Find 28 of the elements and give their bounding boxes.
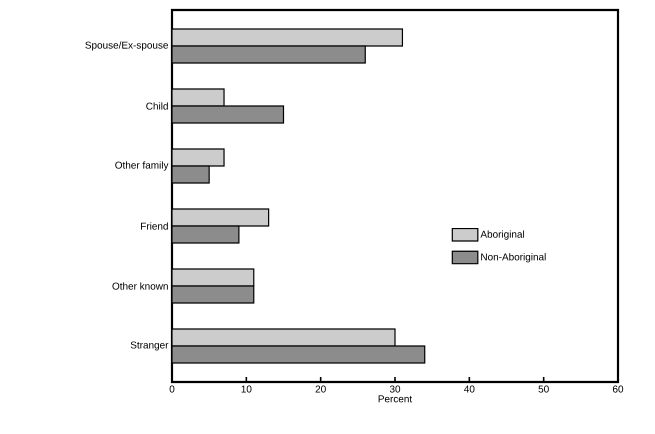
bar bbox=[172, 208, 270, 227]
y-tick-label: Child bbox=[146, 102, 168, 110]
bar bbox=[172, 45, 366, 64]
x-tick-label: 0 bbox=[170, 386, 174, 393]
bar bbox=[172, 28, 404, 47]
x-tick-label: 20 bbox=[316, 386, 326, 393]
bar bbox=[172, 268, 254, 287]
bar bbox=[172, 148, 225, 167]
y-tick-label: Other family bbox=[115, 161, 168, 171]
x-tick-label: 40 bbox=[464, 386, 474, 393]
y-tick-label: Spouse/Ex-spouse bbox=[85, 41, 168, 51]
legend-label: Non-Aboriginal bbox=[481, 253, 546, 262]
x-tick-label: 60 bbox=[612, 386, 624, 393]
bar bbox=[172, 165, 210, 184]
x-tick-label: 50 bbox=[538, 386, 549, 393]
y-tick-label: Other known bbox=[112, 282, 168, 290]
x-tick-label: 10 bbox=[242, 386, 252, 393]
y-tick-label: Stranger bbox=[130, 341, 168, 351]
y-tick-label: Friend bbox=[141, 222, 168, 230]
bar bbox=[172, 88, 225, 107]
bar bbox=[172, 225, 240, 244]
legend-label: Aboriginal bbox=[480, 230, 524, 240]
x-tick-label: 30 bbox=[390, 386, 400, 393]
x-axis-title: Percent bbox=[378, 395, 412, 402]
bar bbox=[172, 105, 284, 124]
bar bbox=[172, 285, 254, 304]
bar bbox=[172, 328, 396, 347]
bar bbox=[172, 345, 426, 364]
